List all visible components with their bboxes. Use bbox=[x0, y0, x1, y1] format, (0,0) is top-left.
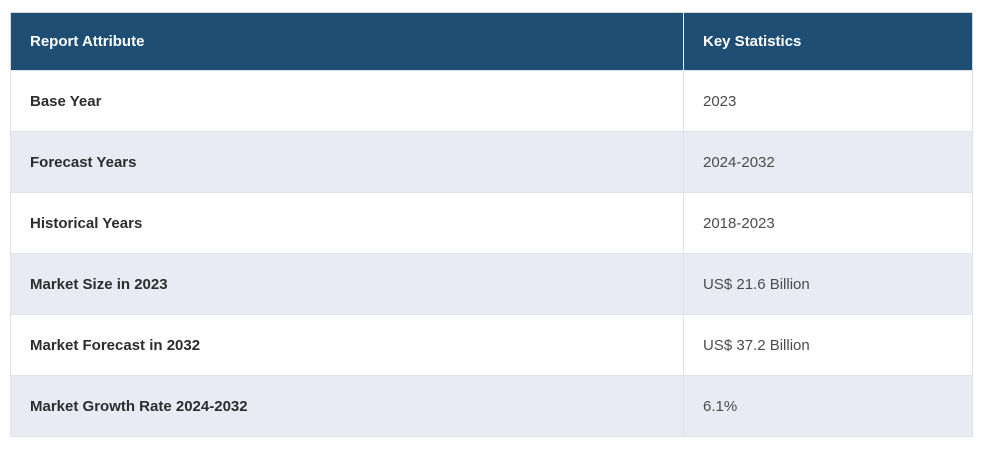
report-attribute-cell: Base Year bbox=[10, 70, 684, 132]
table-row: Market Size in 2023 US$ 21.6 Billion bbox=[10, 253, 973, 315]
table-row: Market Growth Rate 2024-2032 6.1% bbox=[10, 375, 973, 437]
key-statistic-cell: US$ 37.2 Billion bbox=[683, 314, 973, 376]
report-attribute-cell: Market Growth Rate 2024-2032 bbox=[10, 375, 684, 437]
key-statistic-cell: 2023 bbox=[683, 70, 973, 132]
column-header-report-attribute: Report Attribute bbox=[10, 12, 684, 71]
header-row: Report Attribute Key Statistics bbox=[10, 12, 973, 71]
table-row: Historical Years 2018-2023 bbox=[10, 192, 973, 254]
table-header: Report Attribute Key Statistics bbox=[10, 12, 973, 71]
report-attribute-cell: Market Forecast in 2032 bbox=[10, 314, 684, 376]
report-attribute-cell: Market Size in 2023 bbox=[10, 253, 684, 315]
column-header-key-statistics: Key Statistics bbox=[683, 12, 973, 71]
table-row: Market Forecast in 2032 US$ 37.2 Billion bbox=[10, 314, 973, 376]
report-attribute-cell: Historical Years bbox=[10, 192, 684, 254]
report-attribute-cell: Forecast Years bbox=[10, 131, 684, 193]
key-statistic-cell: 2018-2023 bbox=[683, 192, 973, 254]
table-row: Forecast Years 2024-2032 bbox=[10, 131, 973, 193]
key-statistic-cell: US$ 21.6 Billion bbox=[683, 253, 973, 315]
table-body: Base Year 2023 Forecast Years 2024-2032 … bbox=[10, 70, 973, 437]
report-statistics-table-container: Report Attribute Key Statistics Base Yea… bbox=[10, 12, 973, 437]
key-statistic-cell: 6.1% bbox=[683, 375, 973, 437]
report-statistics-table: Report Attribute Key Statistics Base Yea… bbox=[10, 12, 973, 437]
table-row: Base Year 2023 bbox=[10, 70, 973, 132]
key-statistic-cell: 2024-2032 bbox=[683, 131, 973, 193]
